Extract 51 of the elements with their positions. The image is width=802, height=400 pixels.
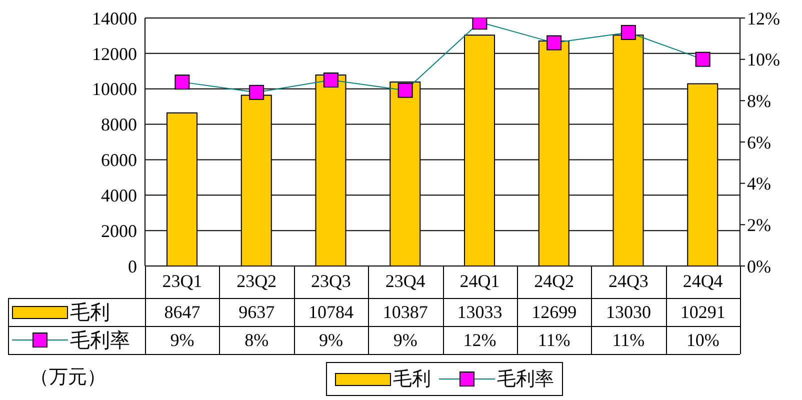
point (323, 72, 338, 88)
point (174, 74, 190, 90)
text: 毛利率 (497, 369, 554, 390)
y-tick-label: 2000 (101, 220, 137, 241)
point (695, 52, 710, 67)
data-label: 10784 (307, 300, 354, 324)
y-tick-label: 14000 (92, 8, 137, 28)
x-tick-label: 24Q1 (460, 270, 500, 291)
y2-tick-label: 10% (747, 50, 780, 70)
point (398, 82, 413, 98)
data-label: 8% (244, 328, 270, 352)
y-tick-label: 8000 (101, 114, 137, 135)
data-label: 11% (536, 328, 572, 352)
x-tick-label: 23Q3 (310, 270, 351, 291)
x-tick-label: 24Q2 (534, 270, 574, 291)
x-tick-label: 23Q4 (385, 270, 426, 291)
legend-label: 毛利率 (70, 328, 130, 354)
data-label: 9% (392, 328, 418, 352)
y-tick-label: 0 (128, 256, 137, 276)
data-label: 12699 (530, 300, 578, 324)
data-label: 9% (318, 328, 344, 352)
data-label: 9% (169, 328, 196, 352)
text: （万元） (30, 366, 106, 390)
data-label: 10291 (679, 300, 726, 324)
data-label: 12% (462, 328, 498, 352)
y-tick-label: 10000 (92, 79, 137, 100)
x-tick-label: 24Q3 (608, 270, 648, 291)
y-tick-label: 4000 (101, 186, 137, 206)
data-label: 11% (611, 328, 646, 352)
legend-label: 毛利 (70, 300, 110, 326)
y2-tick-label: 2% (747, 215, 771, 236)
y2-tick-label: 0% (747, 256, 771, 276)
data-label: 8647 (163, 300, 202, 324)
point (620, 24, 636, 40)
text: 毛利 (393, 369, 431, 390)
x-tick-label: 24Q4 (682, 270, 723, 291)
y2-tick-label: 6% (747, 132, 771, 152)
y-tick-label: 12000 (92, 44, 137, 64)
point (249, 84, 264, 100)
y2-tick-label: 8% (747, 91, 771, 112)
y-tick-label: 6000 (101, 150, 137, 170)
data-label: 10% (685, 328, 720, 352)
y2-tick-label: 12% (747, 8, 780, 28)
data-label: 10387 (382, 300, 429, 324)
data-label: 13033 (456, 300, 504, 324)
point (546, 35, 562, 50)
data-label: 9637 (238, 300, 276, 324)
x-tick-label: 23Q2 (236, 270, 277, 291)
y2-tick-label: 4% (747, 174, 771, 194)
x-tick-label: 23Q1 (162, 270, 202, 291)
data-label: 13030 (604, 300, 652, 324)
